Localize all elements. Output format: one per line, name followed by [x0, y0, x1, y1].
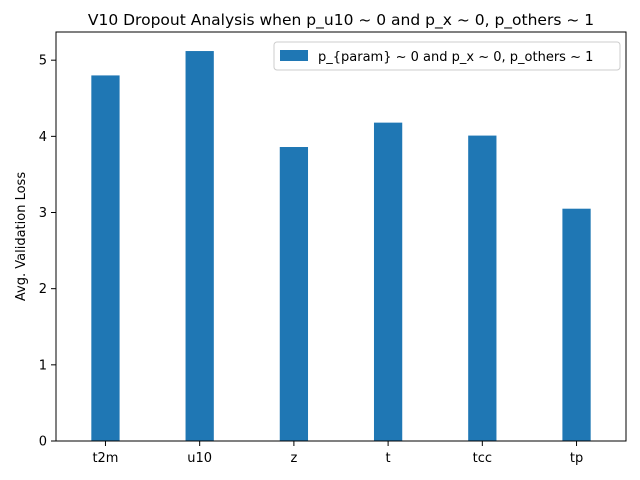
- x-tick-label-u10: u10: [187, 451, 212, 466]
- y-tick-label: 2: [39, 282, 47, 297]
- legend-box: [273, 41, 621, 71]
- x-tick-label-t: t: [386, 451, 391, 466]
- plot-area-frame: [55, 31, 627, 442]
- y-tick-label: 5: [39, 54, 47, 69]
- bar-t: [373, 122, 403, 441]
- legend: p_{param} ~ 0 and p_x ~ 0, p_others ~ 1: [273, 41, 621, 71]
- x-tick-label-z: z: [290, 451, 297, 466]
- x-tick-label-t2m: t2m: [92, 451, 118, 466]
- x-tick-label-tcc: tcc: [473, 451, 492, 466]
- bar-tp: [562, 208, 591, 441]
- bar-z: [279, 147, 309, 441]
- x-tick-label-tp: tp: [570, 451, 583, 466]
- y-axis: 0 1 2 3 4 5: [39, 54, 56, 450]
- bars-group: [91, 51, 591, 442]
- y-tick-label: 0: [39, 435, 47, 450]
- y-axis-title: Avg. Validation Loss: [14, 172, 29, 301]
- legend-label: p_{param} ~ 0 and p_x ~ 0, p_others ~ 1: [318, 50, 593, 65]
- bar-u10: [185, 51, 214, 442]
- y-tick-label: 3: [39, 206, 47, 221]
- y-tick-label: 4: [39, 130, 47, 145]
- legend-swatch: [280, 50, 308, 61]
- bar-tcc: [468, 135, 497, 441]
- x-axis: t2m u10 z t tcc tp: [92, 441, 583, 466]
- bar-t2m: [91, 75, 120, 442]
- y-tick-label: 1: [39, 358, 47, 373]
- chart-title: V10 Dropout Analysis when p_u10 ~ 0 and …: [88, 11, 594, 30]
